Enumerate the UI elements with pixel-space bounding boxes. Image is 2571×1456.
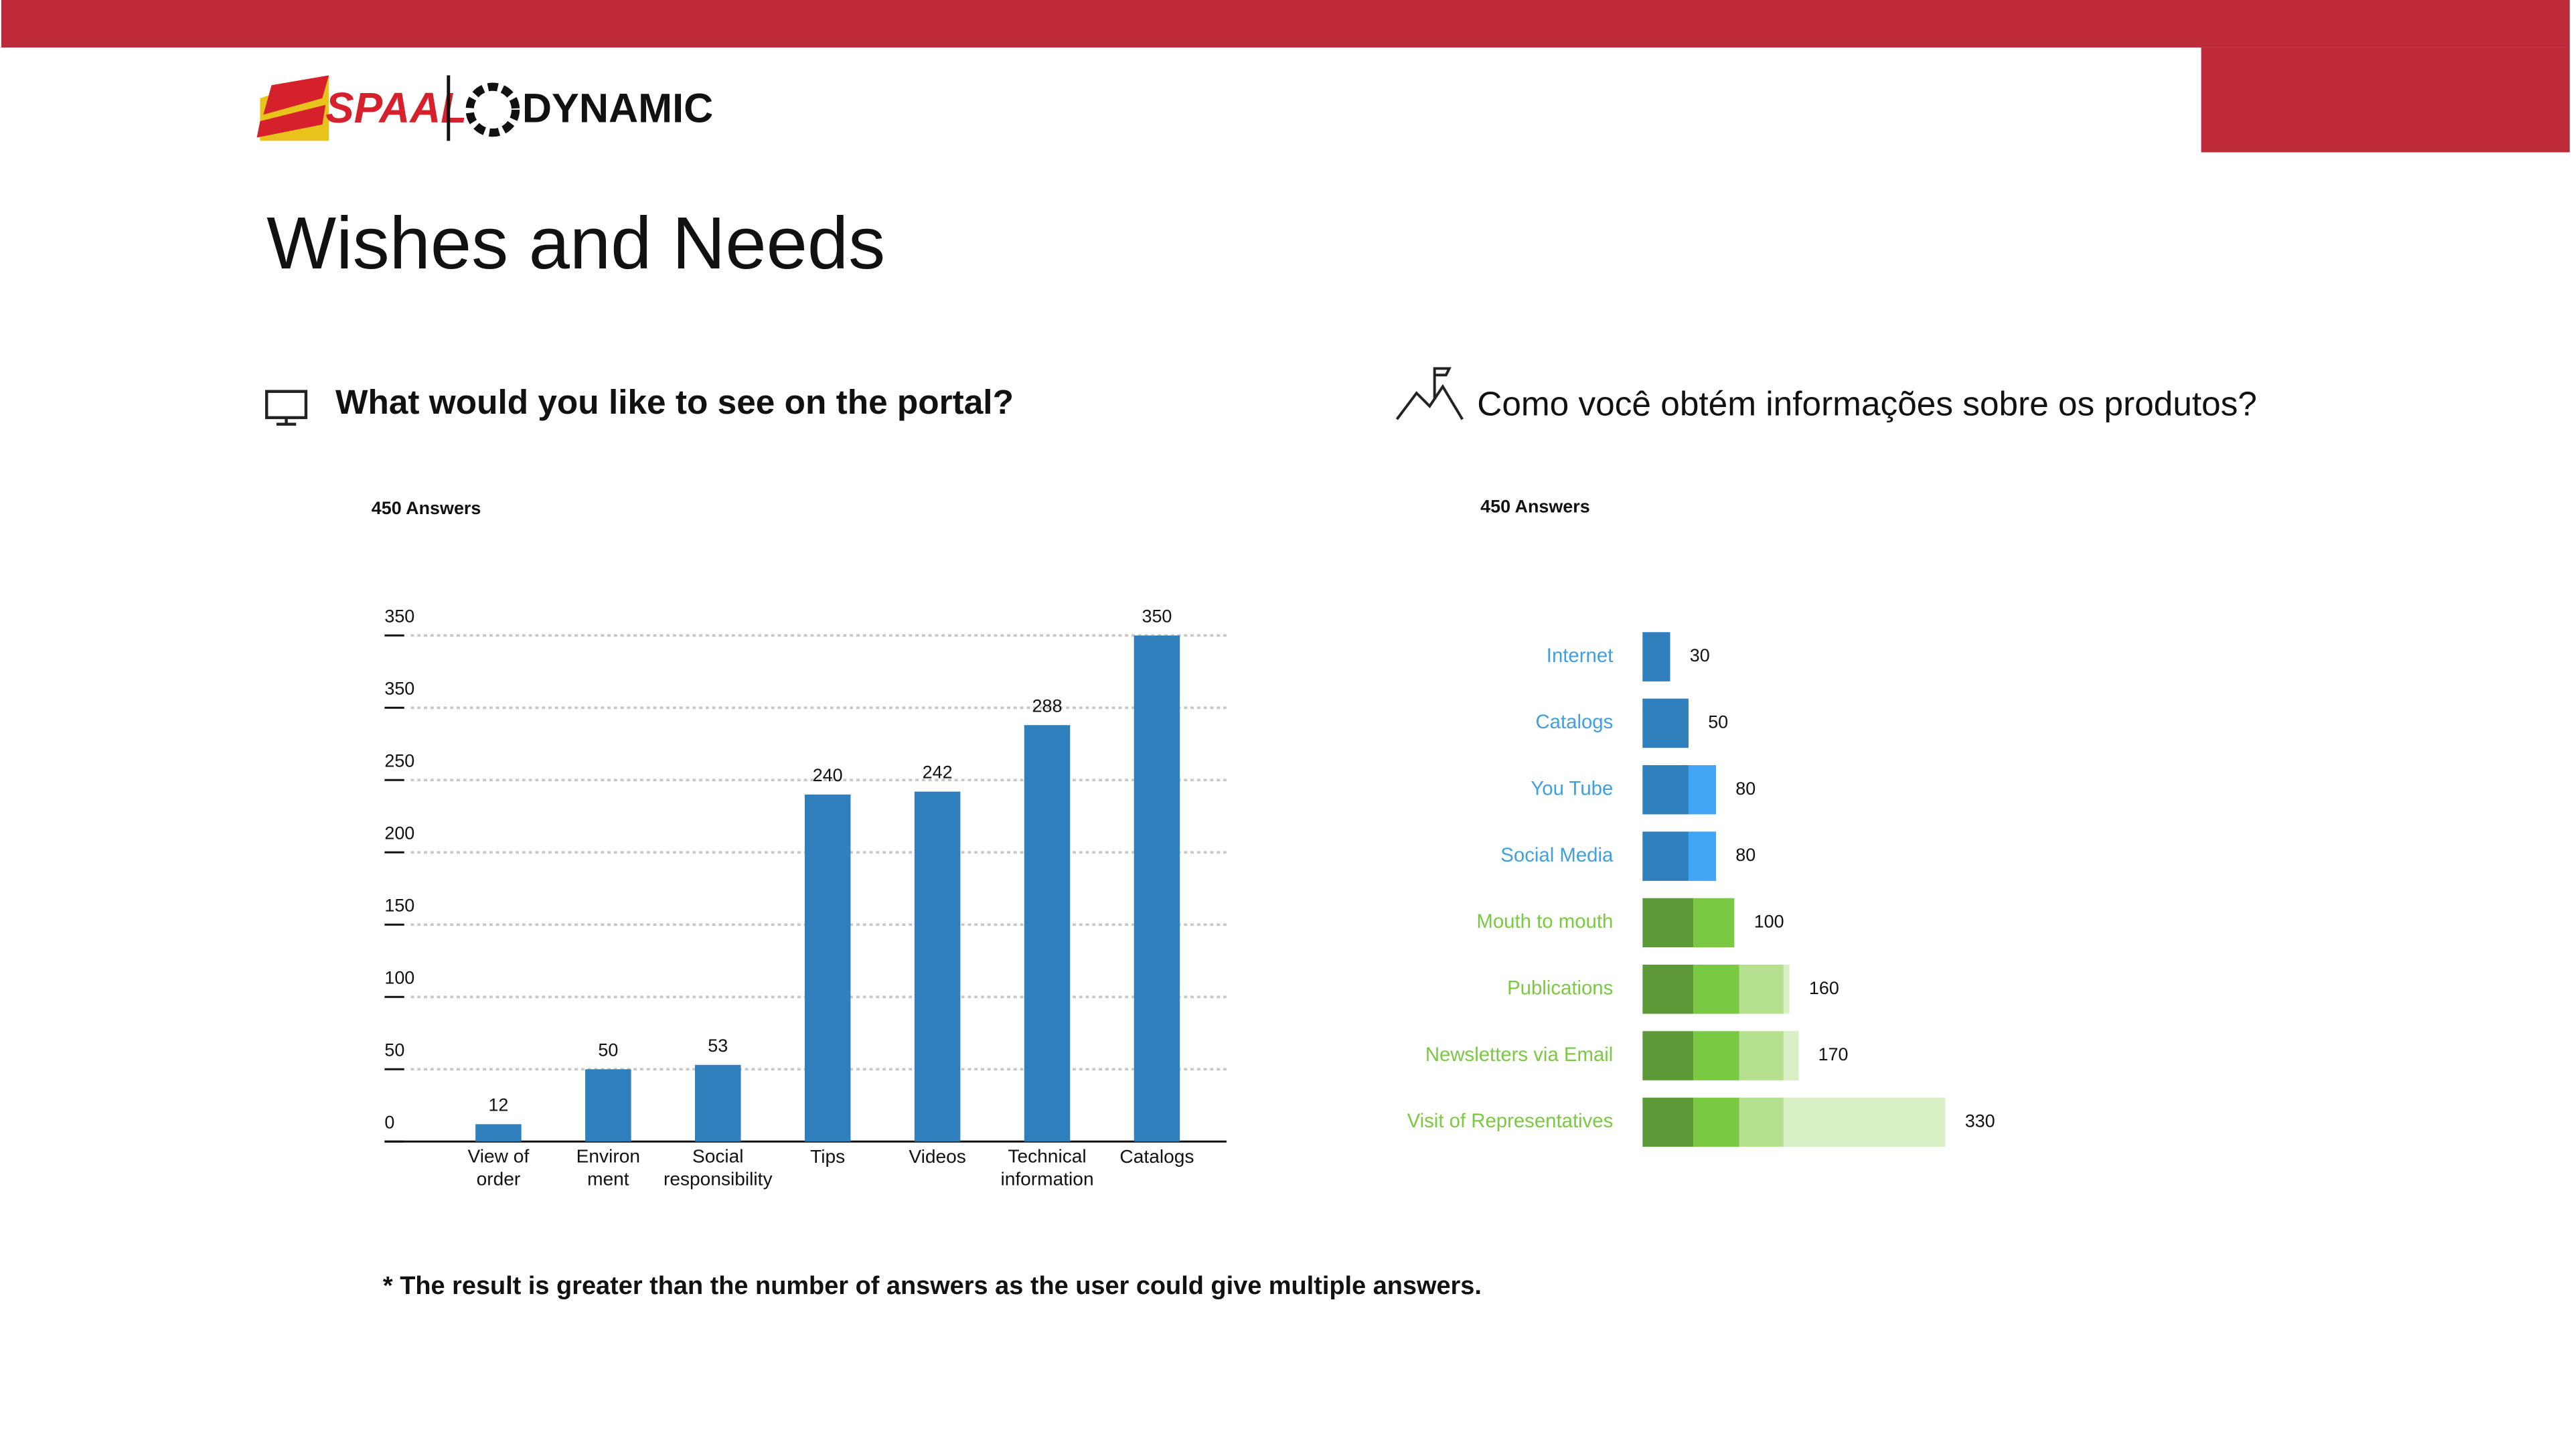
- bar: [914, 791, 961, 1142]
- y-tick-label: 350: [384, 678, 414, 698]
- x-tick-label: Technical information: [1000, 1146, 1093, 1190]
- data-label: 50: [1708, 712, 1728, 732]
- data-label: 288: [1032, 696, 1063, 716]
- data-label: 330: [1965, 1111, 1995, 1131]
- bar-segment: [1688, 831, 1716, 881]
- data-label: 30: [1690, 645, 1710, 665]
- x-tick-label: Tips: [810, 1146, 845, 1167]
- chart-subtitle: 450 Answers: [1480, 497, 1590, 517]
- category-label: Catalogs: [1535, 711, 1613, 733]
- category-label: Visit of Representatives: [1407, 1110, 1614, 1132]
- bar-segment: [1642, 1031, 1694, 1080]
- logo-mark: [465, 82, 520, 137]
- y-tick-label: 100: [384, 967, 414, 987]
- logo-text: SPAAL: [325, 84, 467, 132]
- chart-icon: [1395, 367, 1464, 420]
- footnote: * The result is greater than the number …: [383, 1272, 1482, 1300]
- bar-segment: [1693, 898, 1735, 948]
- data-label: 170: [1818, 1044, 1849, 1064]
- page-title: Wishes and Needs: [266, 202, 885, 285]
- y-tick-label: 0: [384, 1112, 394, 1132]
- logo: SPAAL DYNAMIC: [256, 75, 713, 141]
- x-tick-label: Environ ment: [576, 1146, 640, 1190]
- chart-title: Como você obtém informações sobre os pro…: [1477, 384, 2257, 422]
- bar-segment: [1693, 1031, 1739, 1080]
- category-label: Mouth to mouth: [1476, 910, 1613, 933]
- y-tick-label: 250: [384, 750, 414, 771]
- category-label: Newsletters via Email: [1425, 1044, 1613, 1066]
- data-label: 53: [708, 1036, 728, 1056]
- icon-part: [265, 390, 308, 420]
- data-label: 350: [1142, 606, 1172, 626]
- x-tick-label: Catalogs: [1119, 1146, 1194, 1167]
- category-label: Social Media: [1500, 844, 1614, 866]
- bar: [475, 1124, 522, 1142]
- bar: [1134, 635, 1180, 1142]
- bar: [1024, 725, 1071, 1142]
- bar: [804, 794, 851, 1142]
- bar-segment: [1739, 965, 1784, 1014]
- monitor-icon: [265, 390, 308, 426]
- bar-segment: [1739, 1031, 1784, 1080]
- data-label: 100: [1754, 912, 1784, 932]
- bar-segment: [1693, 1097, 1739, 1147]
- bar-segment: [1783, 1097, 1946, 1147]
- x-tick-label: View of order: [468, 1146, 530, 1190]
- corner-block: [2201, 47, 2570, 153]
- bar-segment: [1642, 632, 1670, 681]
- x-tick-label: Social responsibility: [664, 1146, 773, 1190]
- bar-segment: [1688, 765, 1716, 815]
- bar-segment: [1642, 765, 1689, 815]
- bar: [585, 1069, 631, 1142]
- bar-segment: [1642, 698, 1689, 748]
- category-label: You Tube: [1531, 777, 1613, 799]
- bar-segment: [1642, 965, 1694, 1014]
- data-label: 160: [1809, 978, 1839, 998]
- icon-part: [276, 417, 297, 426]
- icon-part: [1395, 384, 1464, 420]
- bar-segment: [1642, 898, 1694, 948]
- chart-subtitle: 450 Answers: [372, 498, 481, 518]
- data-label: 80: [1735, 779, 1756, 799]
- bar-segment: [1783, 1031, 1799, 1080]
- data-label: 50: [598, 1040, 618, 1060]
- y-tick-label: 350: [384, 606, 414, 626]
- bar-segment: [1783, 965, 1790, 1014]
- bar: [695, 1064, 741, 1142]
- data-label: 12: [488, 1095, 508, 1115]
- data-label: 80: [1735, 845, 1756, 865]
- category-label: Internet: [1547, 645, 1614, 667]
- logo-divider: [447, 75, 451, 141]
- y-tick-label: 50: [384, 1040, 404, 1060]
- y-tick-label: 150: [384, 895, 414, 915]
- category-label: Publications: [1507, 977, 1613, 999]
- icon-part: [1433, 367, 1452, 400]
- bar-segment: [1693, 965, 1739, 1014]
- y-tick-label: 200: [384, 823, 414, 843]
- data-label: 242: [923, 762, 953, 783]
- chart-title: What would you like to see on the portal…: [335, 382, 1014, 421]
- bar-segment: [1739, 1097, 1784, 1147]
- bar-segment: [1642, 831, 1689, 881]
- logo-text: DYNAMIC: [522, 86, 713, 131]
- data-label: 240: [813, 765, 843, 785]
- bar-segment: [1642, 1097, 1694, 1147]
- x-tick-label: Videos: [909, 1146, 966, 1167]
- top-bar: [1, 0, 2570, 48]
- logo-mark: [256, 75, 329, 138]
